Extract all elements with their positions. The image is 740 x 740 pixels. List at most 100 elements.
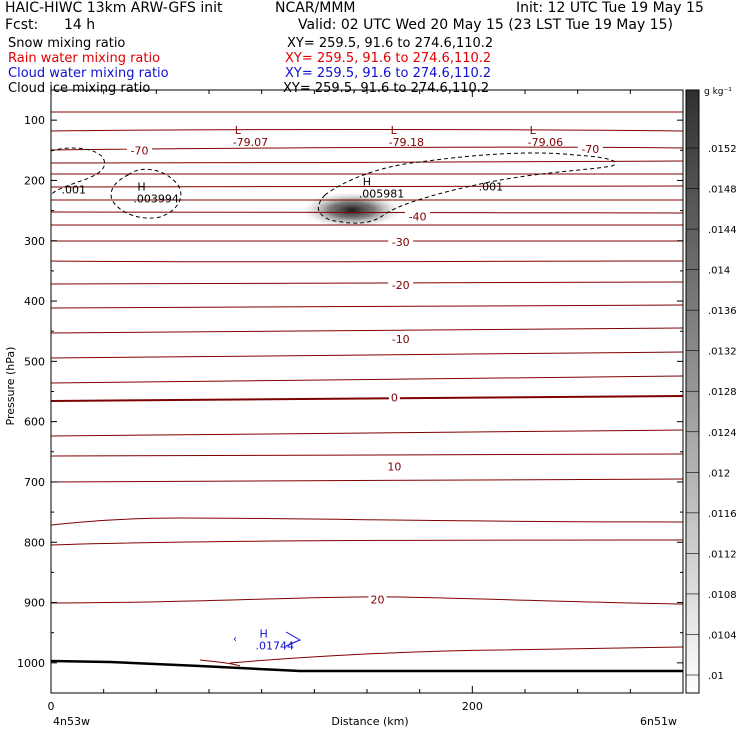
isotherm-line bbox=[199, 659, 241, 667]
isotherm-line bbox=[51, 429, 683, 437]
colorbar: g kg⁻¹ .0152 .0148 .0144 .014 .0136 .0132 .012… bbox=[685, 87, 737, 694]
isotherm-label-bg bbox=[126, 143, 152, 156]
colorbar-label: .0128 bbox=[708, 387, 737, 398]
colorbar-label: .0152 bbox=[708, 144, 737, 155]
isotherm-line bbox=[51, 596, 683, 605]
x-tick-label: 200 bbox=[462, 700, 483, 713]
isotherm-line bbox=[229, 646, 683, 664]
isotherm-label: -70 bbox=[581, 143, 599, 156]
high-value: .005981 bbox=[359, 187, 405, 200]
left-endpoint: 4n53w bbox=[53, 715, 90, 728]
cloud-water-arrow-left: ‹ bbox=[233, 634, 237, 645]
ice-contour-label: .001 bbox=[479, 180, 504, 193]
high-value: .01744 bbox=[256, 640, 295, 653]
colorbar-label: .0124 bbox=[708, 428, 737, 439]
isotherm-line bbox=[51, 453, 683, 457]
isotherm-label-bg bbox=[577, 142, 603, 155]
low-value: -79.06 bbox=[528, 136, 563, 149]
isotherm-label-bg bbox=[368, 592, 387, 605]
isotherm-line bbox=[51, 395, 683, 402]
field-xy-cloud-water: XY= 259.5, 91.6 to 274.6,110.2 bbox=[285, 66, 492, 81]
field-name-cloud-water: Cloud water mixing ratio bbox=[8, 66, 169, 81]
isotherm-label-bg bbox=[388, 234, 414, 247]
isotherm-line bbox=[51, 240, 683, 243]
y-tick-label: 700 bbox=[24, 476, 45, 489]
isotherm-line bbox=[51, 185, 683, 188]
x-axis-title: Distance (km) bbox=[331, 715, 408, 728]
y-tick-label: 100 bbox=[24, 114, 45, 127]
isotherm-line bbox=[51, 478, 683, 483]
isotherm-label: -10 bbox=[392, 333, 410, 346]
isotherm-line bbox=[51, 211, 683, 214]
isotherm-label-bg bbox=[405, 209, 431, 222]
colorbar-label: .0132 bbox=[708, 347, 737, 358]
high-marker: H bbox=[260, 628, 268, 641]
field-xy-rain: XY= 259.5, 91.6 to 274.6,110.2 bbox=[285, 51, 492, 66]
colorbar-label: .0116 bbox=[708, 509, 737, 520]
y-tick-label: 300 bbox=[24, 235, 45, 248]
isotherm-line bbox=[51, 375, 683, 384]
isotherm-label: 10 bbox=[387, 460, 401, 473]
colorbar-unit: g kg⁻¹ bbox=[704, 87, 732, 97]
right-endpoint: 6n51w bbox=[640, 715, 677, 728]
isotherm-label: 20 bbox=[371, 594, 385, 607]
y-tick-label: 1000 bbox=[17, 657, 45, 670]
field-xy-cloud-ice: XY= 259.5, 91.6 to 274.6,110.2 bbox=[283, 81, 490, 96]
isotherm-line bbox=[51, 327, 683, 334]
colorbar-label: .0108 bbox=[708, 590, 737, 601]
forecast-label: Fcst: bbox=[5, 17, 39, 33]
ice-contour-line bbox=[317, 152, 616, 224]
low-value: -79.07 bbox=[233, 136, 268, 149]
ice-contour-label: .001 bbox=[62, 183, 87, 196]
x-tick-label: 0 bbox=[48, 700, 55, 713]
high-marker: H bbox=[363, 175, 371, 188]
field-name-rain: Rain water mixing ratio bbox=[8, 51, 161, 66]
low-value: -79.18 bbox=[389, 136, 424, 149]
isotherm-line bbox=[51, 160, 683, 164]
isotherm-line bbox=[51, 260, 683, 263]
colorbar-label: .0112 bbox=[708, 549, 737, 560]
isotherm-label-bg bbox=[388, 332, 414, 345]
isotherm-line bbox=[51, 304, 683, 309]
isotherm-label: -20 bbox=[392, 279, 410, 292]
org-label: NCAR/MMM bbox=[275, 0, 356, 16]
colorbar-label: .0104 bbox=[708, 630, 737, 641]
forecast-hours: 14 h bbox=[64, 17, 96, 33]
isotherm-label-bg bbox=[388, 390, 400, 403]
y-tick-label: 600 bbox=[24, 416, 45, 429]
isotherm-line bbox=[51, 539, 683, 546]
field-name-cloud-ice: Cloud ice mixing ratio bbox=[8, 81, 151, 96]
y-tick-label: 800 bbox=[24, 536, 45, 549]
y-tick-label: 400 bbox=[24, 295, 45, 308]
init-time: Init: 12 UTC Tue 19 May 15 bbox=[516, 0, 704, 16]
y-tick-label: 500 bbox=[24, 355, 45, 368]
colorbar-label: .014 bbox=[708, 266, 730, 277]
colorbar-label: .01 bbox=[708, 671, 724, 682]
isotherm-line bbox=[51, 351, 683, 359]
isotherm-label: -30 bbox=[392, 236, 410, 249]
ice-contour-line bbox=[51, 147, 106, 196]
isotherm-label: -70 bbox=[130, 144, 148, 157]
isotherm-label-bg bbox=[388, 277, 414, 290]
isotherm-line bbox=[51, 281, 683, 285]
colorbar-label: .0148 bbox=[708, 185, 737, 196]
high-value: .003994 bbox=[133, 192, 179, 205]
low-marker: L bbox=[530, 124, 537, 137]
valid-time: Valid: 02 UTC Wed 20 May 15 (23 LST Tue … bbox=[298, 17, 673, 33]
isotherm-label: -40 bbox=[409, 211, 427, 224]
cloud-water-arrow-right bbox=[285, 631, 302, 647]
colorbar-label: .0144 bbox=[708, 225, 737, 236]
y-axis-title: Pressure (hPa) bbox=[4, 347, 17, 426]
isotherm-label-bg bbox=[385, 459, 404, 472]
isotherm-line bbox=[51, 517, 683, 526]
ice-contour-line bbox=[110, 168, 182, 219]
terrain-line bbox=[50, 659, 683, 673]
isotherm-label: 0 bbox=[391, 392, 398, 405]
y-tick-label: 200 bbox=[24, 174, 45, 187]
low-marker: L bbox=[391, 124, 398, 137]
colorbar-label: .012 bbox=[708, 468, 730, 479]
low-marker: L bbox=[235, 124, 242, 137]
isotherm-line bbox=[51, 129, 683, 132]
y-tick-label: 900 bbox=[24, 597, 45, 610]
